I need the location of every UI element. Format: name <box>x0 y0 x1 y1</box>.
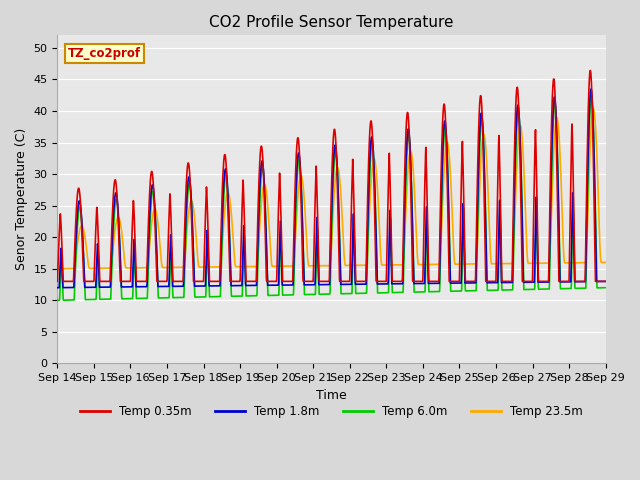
Title: CO2 Profile Sensor Temperature: CO2 Profile Sensor Temperature <box>209 15 454 30</box>
Y-axis label: Senor Temperature (C): Senor Temperature (C) <box>15 128 28 271</box>
X-axis label: Time: Time <box>316 389 347 402</box>
Legend: Temp 0.35m, Temp 1.8m, Temp 6.0m, Temp 23.5m: Temp 0.35m, Temp 1.8m, Temp 6.0m, Temp 2… <box>76 401 588 423</box>
Text: TZ_co2prof: TZ_co2prof <box>68 47 141 60</box>
